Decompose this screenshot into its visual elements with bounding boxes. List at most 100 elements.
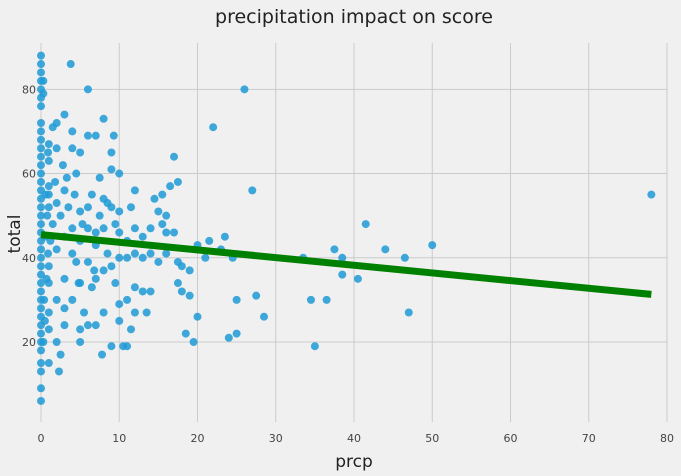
data-point [76, 325, 85, 334]
data-point [37, 359, 45, 368]
data-point [138, 253, 147, 262]
data-point [260, 312, 269, 321]
data-point [68, 249, 77, 258]
data-point [91, 131, 100, 140]
data-point [170, 228, 179, 237]
data-point [66, 60, 75, 69]
data-point [177, 262, 186, 271]
data-point [154, 207, 163, 216]
data-point [91, 321, 100, 330]
data-point [126, 325, 135, 334]
data-point [146, 249, 155, 258]
chart-title: precipitation impact on score [215, 6, 493, 28]
data-point [37, 270, 45, 279]
data-point [76, 148, 85, 157]
data-point [60, 274, 69, 283]
data-point [91, 274, 100, 283]
data-point [44, 156, 53, 165]
data-point [115, 300, 124, 309]
data-point [52, 199, 61, 208]
data-point [189, 337, 198, 346]
data-point [185, 291, 194, 300]
x-tick-label: 50 [425, 432, 439, 445]
data-point [68, 224, 77, 233]
data-point [353, 274, 362, 283]
data-point [72, 257, 81, 266]
data-point [83, 131, 92, 140]
data-point [166, 182, 175, 191]
x-tick-label: 30 [269, 432, 283, 445]
x-axis-label: prcp [335, 452, 373, 472]
x-tick-label: 70 [582, 432, 596, 445]
data-point [44, 249, 53, 258]
data-point [37, 152, 45, 161]
data-point [338, 270, 347, 279]
data-point [130, 186, 139, 195]
data-point [162, 249, 171, 258]
data-point [107, 262, 116, 271]
data-point [98, 350, 107, 359]
regression-line [40, 231, 652, 298]
data-point [51, 177, 60, 186]
data-point [232, 295, 241, 304]
data-point [37, 102, 45, 111]
data-point [170, 152, 179, 161]
data-point [428, 241, 437, 250]
data-point [146, 224, 155, 233]
data-point [37, 161, 45, 170]
data-point [185, 266, 194, 275]
data-point [83, 224, 92, 233]
data-point [109, 131, 118, 140]
data-point [80, 308, 89, 317]
data-point [37, 253, 45, 262]
data-point [44, 325, 53, 334]
y-tick-label: 60 [22, 168, 36, 181]
data-point [37, 329, 45, 338]
data-point [83, 321, 92, 330]
data-point [330, 245, 339, 254]
data-point [58, 161, 67, 170]
data-point [123, 295, 132, 304]
data-point [177, 287, 186, 296]
data-points [37, 51, 656, 405]
x-tick-label: 0 [38, 432, 45, 445]
data-point [56, 350, 65, 359]
data-point [107, 203, 116, 212]
data-point [146, 287, 155, 296]
data-point [130, 283, 139, 292]
data-point [39, 76, 48, 85]
data-point [162, 228, 171, 237]
data-point [83, 203, 92, 212]
data-point [99, 308, 108, 317]
data-point [76, 337, 85, 346]
data-point [91, 228, 100, 237]
data-point [142, 308, 151, 317]
data-point [647, 190, 656, 199]
data-point [99, 224, 108, 233]
data-point [126, 203, 135, 212]
data-point [40, 295, 49, 304]
x-tick-label: 80 [660, 432, 674, 445]
data-point [99, 266, 108, 275]
x-tick-label: 10 [112, 432, 126, 445]
data-point [87, 283, 96, 292]
y-tick-labels: 20 40 60 80 [22, 83, 36, 349]
data-point [404, 308, 413, 317]
data-point [76, 207, 85, 216]
data-point [44, 182, 53, 191]
data-point [37, 304, 45, 313]
data-point [40, 316, 49, 325]
y-tick-label: 80 [22, 83, 36, 96]
data-point [162, 211, 171, 220]
data-point [201, 253, 210, 262]
y-tick-label: 40 [22, 252, 36, 265]
data-point [107, 165, 116, 174]
data-point [103, 249, 112, 258]
data-point [111, 279, 120, 288]
data-point [37, 51, 45, 60]
data-point [87, 190, 96, 199]
data-point [43, 211, 52, 220]
data-point [37, 346, 45, 355]
data-point [173, 279, 182, 288]
